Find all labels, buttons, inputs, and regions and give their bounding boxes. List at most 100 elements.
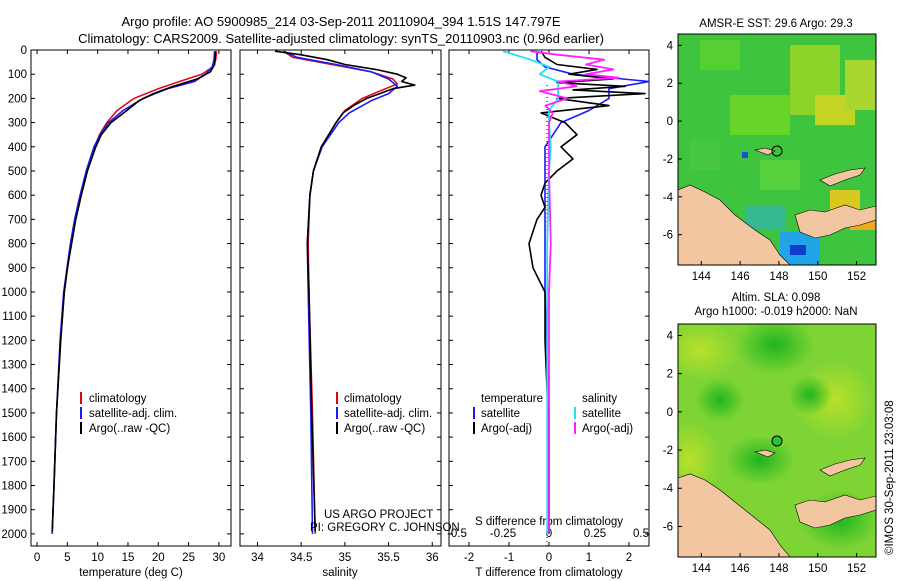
x-tick-label: 15	[122, 552, 135, 564]
depth-tick-label: 700	[8, 214, 27, 226]
depth-tick-label: 1900	[1, 505, 27, 517]
sla-map-axes: 144 146 148 150 152 4 2 0 -2 -4 -6	[663, 330, 866, 575]
map-x-tick-label: 146	[731, 563, 750, 575]
x-tick-label: 25	[182, 552, 195, 564]
x-tick-label: 36	[426, 552, 439, 564]
depth-tick-label: 0	[21, 45, 27, 57]
x-tick-label: -1	[504, 552, 514, 564]
map-x-tick-label: 148	[769, 271, 788, 283]
temperature-xlabel: temperature (deg C)	[79, 567, 183, 579]
figure-title-line2: Climatology: CARS2009. Satellite-adjuste…	[78, 31, 604, 46]
series-line-t-satellite	[536, 51, 649, 534]
legend-argo: Argo(..raw -QC)	[89, 423, 170, 435]
x-tick-label: 5	[64, 552, 70, 564]
depth-tick-label: 2000	[1, 529, 27, 541]
map-x-tick-label: 148	[769, 563, 788, 575]
x-tick-label: 0	[34, 552, 40, 564]
depth-tick-label: 600	[8, 190, 27, 202]
depth-axis: 0 100 200 300 400 500 600 700 800 900 1000 1100 1200…	[1, 45, 649, 541]
x-tick-label: 10	[91, 552, 104, 564]
map-y-tick-label: 2	[667, 369, 673, 381]
salinity-series	[274, 50, 416, 534]
x-tick-label: 1	[586, 552, 592, 564]
x-tick-label: 20	[152, 552, 165, 564]
map-y-tick-label: -6	[663, 521, 673, 533]
depth-tick-label: 100	[8, 69, 27, 81]
depth-tick-label: 400	[8, 142, 27, 154]
figure-title-line1: Argo profile: AO 5900985_214 03-Sep-2011…	[122, 14, 561, 29]
legend-t-satellite: satellite	[481, 408, 520, 420]
legend-t-argo: Argo(-adj)	[481, 423, 532, 435]
sla-map	[678, 324, 876, 557]
series-line-satellite-adj-clim-	[283, 50, 399, 534]
legend-climatology: climatology	[89, 393, 147, 405]
x-tick-label-s: -0.25	[490, 528, 516, 540]
sla-map-frame	[677, 323, 877, 558]
temperature-x-axis: 0 5 10 15 20 25 30	[34, 50, 225, 564]
sst-map-axes: 144 146 148 150 152 4 2 0 -2 -4 -6	[663, 40, 866, 283]
sst-map	[678, 34, 876, 265]
x-tick-label: 2	[626, 552, 632, 564]
difference-series	[502, 50, 649, 534]
depth-tick-label: 1700	[1, 456, 27, 468]
series-line-satellite-adj-clim-	[51, 51, 216, 534]
x-tick-label: 34.5	[290, 552, 312, 564]
map-x-tick-label: 152	[847, 563, 866, 575]
sst-map-frame	[677, 33, 877, 266]
series-line-s-satellite	[502, 50, 560, 534]
map-y-tick-label: 0	[667, 116, 673, 128]
project-credit: US ARGO PROJECT	[324, 509, 433, 521]
depth-tick-label: 1500	[1, 408, 27, 420]
depth-tick-label: 800	[8, 239, 27, 251]
x-tick-label: -2	[464, 552, 474, 564]
map-x-tick-label: 150	[808, 271, 827, 283]
salinity-legend: climatology satellite-adj. clim. Argo(..…	[336, 392, 432, 435]
map-x-tick-label: 152	[847, 271, 866, 283]
depth-tick-label: 900	[8, 263, 27, 275]
depth-tick-label: 500	[8, 166, 27, 178]
x-tick-label-s: 0	[546, 528, 552, 540]
legend-argo: Argo(..raw -QC)	[344, 423, 425, 435]
map-x-tick-label: 144	[692, 563, 712, 575]
map-y-tick-label: -2	[663, 445, 673, 457]
legend-climatology: climatology	[344, 393, 402, 405]
x-tick-label: 30	[212, 552, 225, 564]
salinity-xlabel: salinity	[322, 567, 357, 579]
temperature-legend: climatology satellite-adj. clim. Argo(..…	[80, 392, 177, 435]
map-y-tick-label: -6	[663, 230, 673, 242]
map-x-tick-label: 146	[731, 271, 750, 283]
imos-credit: ©IMOS 30-Sep-2011 23:03:08	[884, 400, 896, 555]
salinity-panel-frame	[239, 49, 442, 547]
legend-s-argo: Argo(-adj)	[582, 423, 633, 435]
depth-tick-label: 300	[8, 118, 27, 130]
x-tick-label-s: -0.5	[447, 528, 467, 540]
depth-tick-label: 1200	[1, 335, 27, 347]
legend-satellite: satellite-adj. clim.	[89, 408, 177, 420]
x-tick-label-s: 0.25	[584, 528, 606, 540]
legend-header-salinity: salinity	[582, 393, 617, 405]
sla-map-title-line1: Altim. SLA: 0.098	[732, 292, 821, 304]
series-line-climatology	[283, 50, 399, 534]
x-tick-label: 34	[251, 552, 264, 564]
map-y-tick-label: -4	[663, 192, 674, 204]
map-y-tick-label: -4	[663, 483, 674, 495]
t-difference-xlabel: T difference from climatology	[475, 567, 622, 579]
pi-credit: PI: GREGORY C. JOHNSON	[310, 522, 460, 534]
map-x-tick-label: 144	[692, 271, 712, 283]
depth-tick-label: 1300	[1, 360, 27, 372]
map-y-tick-label: 0	[667, 407, 673, 419]
depth-tick-label: 1400	[1, 384, 27, 396]
series-line-argo-raw-qc-	[274, 50, 416, 532]
legend-s-satellite: satellite	[582, 408, 621, 420]
depth-tick-label: 1800	[1, 481, 27, 493]
difference-legend: temperature salinity satellite Argo(-adj…	[473, 393, 633, 435]
map-y-tick-label: 2	[667, 78, 673, 90]
x-tick-label-s: 0.5	[633, 528, 649, 540]
depth-tick-label: 1600	[1, 432, 27, 444]
map-y-tick-label: 4	[667, 330, 674, 342]
depth-tick-label: 1000	[1, 287, 27, 299]
map-y-tick-label: -2	[663, 154, 673, 166]
map-x-tick-label: 150	[808, 563, 827, 575]
x-tick-label: 0	[546, 552, 552, 564]
